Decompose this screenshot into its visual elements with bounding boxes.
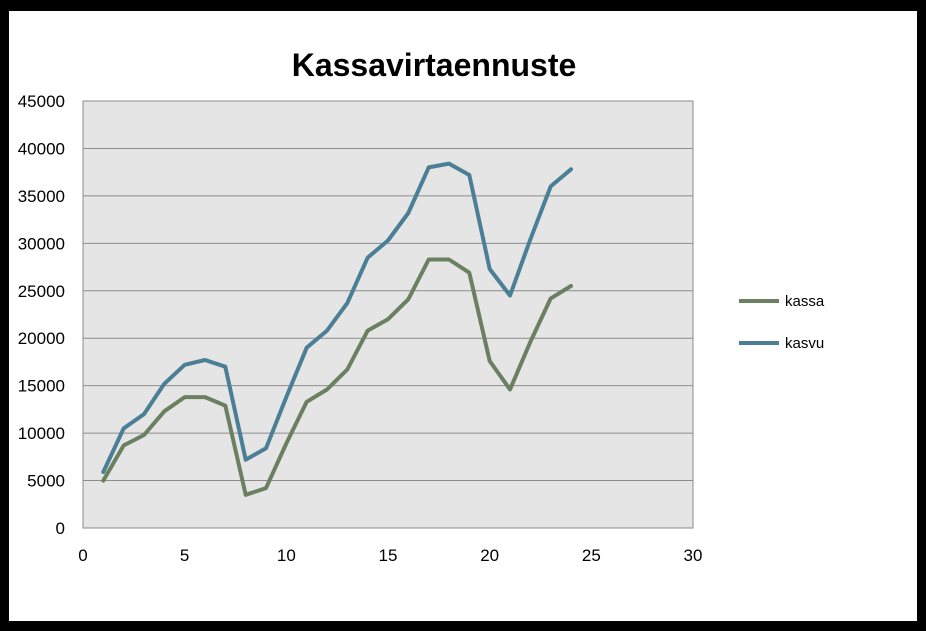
x-tick-label: 25	[582, 546, 601, 565]
plot-area	[82, 100, 694, 529]
series-line-kassa	[101, 257, 573, 497]
y-tick-label: 35000	[18, 187, 65, 206]
legend-label-kasvu: kasvu	[785, 335, 824, 352]
legend: kassa kasvu	[739, 293, 825, 352]
y-tick-label: 10000	[18, 424, 65, 443]
x-tick-label: 10	[277, 546, 296, 565]
y-tick-label: 0	[56, 519, 65, 538]
series-line-kasvu	[101, 161, 573, 474]
chart-frame: Kassavirtaennuste 0 5000 10000 15000 20000 25…	[9, 11, 917, 621]
y-tick-label: 20000	[18, 329, 65, 348]
y-tick-label: 30000	[18, 234, 65, 253]
y-tick-label: 45000	[18, 92, 65, 111]
y-tick-label: 40000	[18, 139, 65, 158]
x-tick-label: 20	[480, 546, 499, 565]
line-chart: 0 5000 10000 15000 20000 25000 30000 35000 40000…	[18, 92, 825, 565]
legend-label-kassa: kassa	[785, 293, 825, 310]
x-axis-ticks: 0 5 10 15 20 25 30	[78, 546, 702, 565]
y-tick-label: 15000	[18, 377, 65, 396]
chart-title: Kassavirtaennuste	[291, 47, 577, 83]
y-tick-label: 25000	[18, 282, 65, 301]
x-tick-label: 0	[78, 546, 87, 565]
series-lines	[101, 161, 573, 497]
x-tick-label: 5	[180, 546, 189, 565]
gridlines	[83, 147, 693, 482]
x-tick-label: 15	[379, 546, 398, 565]
y-axis-ticks: 0 5000 10000 15000 20000 25000 30000 35000 40000…	[18, 92, 65, 538]
y-tick-label: 5000	[27, 472, 65, 491]
x-tick-label: 30	[684, 546, 703, 565]
